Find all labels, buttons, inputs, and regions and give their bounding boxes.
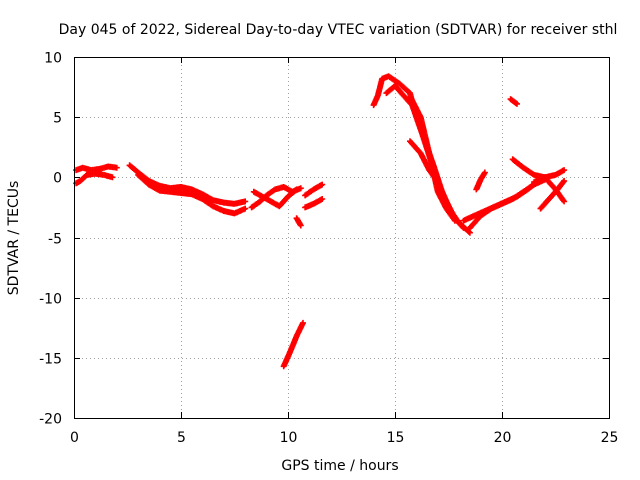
data-segment: [280, 319, 306, 370]
x-axis-label: GPS time / hours: [281, 458, 398, 474]
data-point: [465, 228, 472, 235]
data-point: [109, 174, 116, 181]
data-point: [113, 164, 120, 171]
y-axis-label: SDTVAR / TECUs: [6, 181, 22, 296]
y-tick-label: -5: [48, 232, 62, 248]
data-point: [242, 198, 249, 205]
data-point: [460, 224, 467, 231]
y-tick-label: -15: [39, 352, 62, 368]
data-point: [319, 196, 326, 202]
data-segment: [509, 156, 568, 181]
data-point: [451, 217, 458, 224]
data-segment: [126, 162, 249, 207]
data-segment: [250, 186, 300, 210]
x-tick-label: 20: [494, 430, 512, 446]
data-segment: [302, 196, 326, 211]
y-tick-label: 5: [53, 111, 62, 127]
data-segment: [73, 170, 116, 187]
grid: [74, 57, 609, 418]
chart-title: Day 045 of 2022, Sidereal Day-to-day VTE…: [59, 22, 618, 38]
data-segment: [473, 169, 488, 193]
x-tick-label: 0: [70, 430, 79, 446]
y-tick-label: 0: [53, 171, 62, 187]
x-tick-label: 15: [387, 430, 405, 446]
axis-ticks: 0 5 10 15 20 25 -20 -15 -10 -5 0 5 10: [39, 51, 618, 447]
y-tick-label: 10: [44, 51, 62, 67]
x-tick-label: 5: [177, 430, 186, 446]
data-point: [297, 185, 304, 192]
data-point: [293, 186, 300, 193]
data-point: [561, 177, 568, 184]
data-segment: [507, 96, 520, 107]
y-tick-label: -20: [39, 412, 62, 428]
data-point: [561, 198, 568, 205]
data-segment: [460, 179, 540, 224]
data-point: [297, 222, 304, 229]
x-tick-label: 10: [280, 430, 298, 446]
data-point: [292, 187, 299, 194]
data-point: [242, 205, 249, 212]
data-segment: [135, 171, 249, 217]
x-tick-label: 25: [601, 430, 619, 446]
data-segment: [407, 138, 441, 186]
data-segment: [302, 181, 326, 199]
data-point: [514, 100, 520, 107]
data-point: [481, 169, 488, 176]
data-segment: [537, 177, 568, 212]
data-point: [300, 319, 306, 326]
data-point: [459, 223, 466, 230]
data-series: [73, 73, 568, 370]
data-segment: [293, 215, 304, 229]
data-point: [434, 179, 441, 186]
data-point: [319, 181, 326, 188]
y-tick-label: -10: [39, 292, 62, 308]
data-point: [561, 167, 568, 174]
